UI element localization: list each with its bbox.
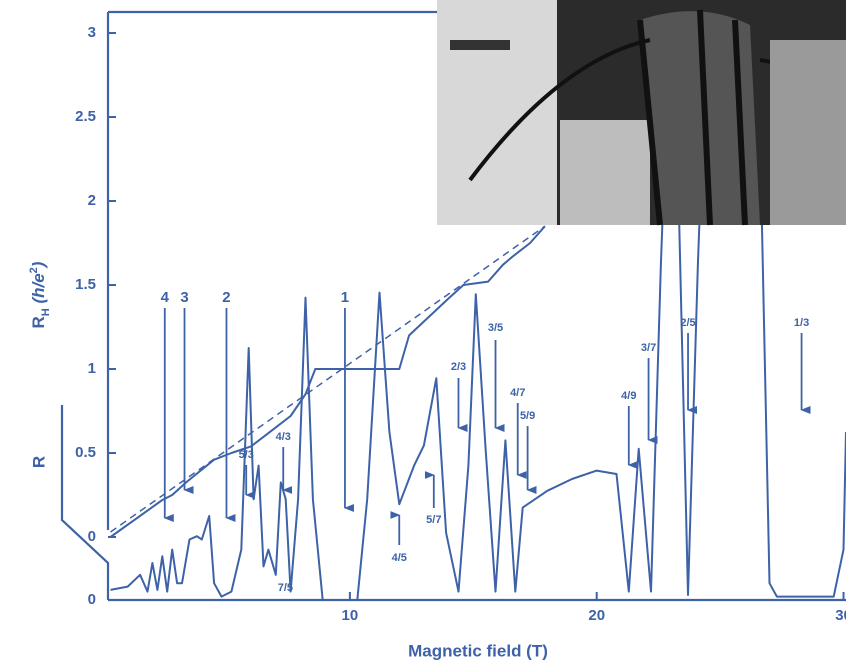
annotation-label: 5/7 [426, 514, 441, 526]
annotation-label: 4 [161, 289, 170, 306]
x-tick-label: 20 [588, 607, 605, 624]
annotation-label: 5/3 [239, 449, 254, 461]
y-axis-label-part: ) [29, 261, 48, 269]
y-axis-label-part: R [29, 316, 48, 328]
photo-cabinet [560, 120, 650, 225]
y-axis-label-part: H [40, 308, 52, 316]
annotation-label: 1/3 [794, 317, 809, 329]
y2-tick-label: 0 [88, 591, 96, 608]
y-tick-label: 0.5 [75, 444, 96, 461]
photo-belt [450, 40, 510, 50]
y2-axis-label: R [29, 456, 48, 468]
y-tick-label: 1 [88, 360, 96, 377]
photo-wall [770, 40, 846, 225]
y-tick-label: 2 [88, 192, 96, 209]
frame [60, 10, 846, 602]
x-axis-label: Magnetic field (T) [408, 641, 548, 660]
annotation-label: 5/9 [520, 410, 535, 422]
annotation-label: 4/5 [392, 552, 407, 564]
photo-cables [637, 9, 748, 226]
annotation-label: 2/3 [451, 361, 466, 373]
photo-person [437, 0, 557, 225]
photo-inset [437, 0, 846, 226]
y-axis-label: RH (h/e2) [28, 261, 52, 328]
y-axis-label-part: (h/e [29, 273, 48, 308]
y2-axis-bracket [60, 405, 110, 600]
annotation-label: 3 [180, 289, 188, 306]
annotation-label: 3/7 [641, 342, 656, 354]
y-tick-label: 1.5 [75, 276, 96, 293]
y-tick-label: 3 [88, 24, 96, 41]
y-axis-label-part: 2 [28, 267, 40, 273]
y-tick-label: 2.5 [75, 108, 96, 125]
hall-line [109, 225, 546, 538]
annotation-label: 1 [341, 289, 349, 306]
annotation-label: 7/5 [278, 582, 293, 594]
annotation-label: 2/5 [680, 317, 695, 329]
hall-line [110, 225, 546, 533]
annotation-label: 4/3 [276, 431, 291, 443]
y-tick-label: 0 [88, 528, 96, 545]
photo-cryostat [640, 11, 760, 225]
annotation-label: 2 [222, 289, 230, 306]
annotation-label: 4/9 [621, 390, 636, 402]
x-tick-label: 30 [835, 607, 846, 624]
annotation-label: 4/7 [510, 387, 525, 399]
x-tick-label: 10 [342, 607, 359, 624]
annotation-label: 3/5 [488, 322, 503, 334]
